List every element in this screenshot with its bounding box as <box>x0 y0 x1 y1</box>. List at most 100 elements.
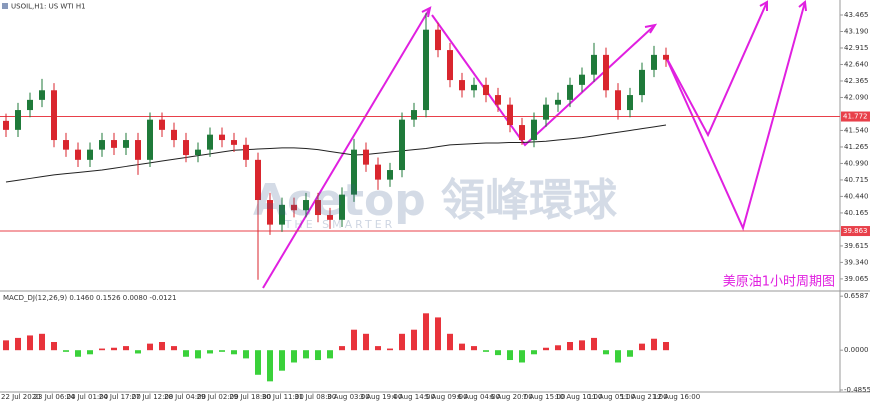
y-tick-label: 43.190 <box>844 27 869 35</box>
candle-body <box>351 149 357 195</box>
level-label: 39.863 <box>843 227 868 235</box>
macd-bar <box>399 333 405 351</box>
y-tick-label: 42.915 <box>844 44 869 52</box>
candle-body <box>27 99 33 111</box>
macd-title: MACD_DJ(12,26,9) 0.1460 0.1526 0.0080 -0… <box>3 294 177 302</box>
macd-bar <box>99 348 105 351</box>
macd-bar <box>63 350 69 352</box>
candle-body <box>579 74 585 85</box>
candle-body <box>111 140 117 148</box>
projection-line <box>664 1 806 231</box>
candle-body <box>303 200 309 211</box>
x-tick-label: 3 Aug 03:00 <box>327 393 370 401</box>
macd-tick-label: -0.4855 <box>844 386 870 394</box>
candle-body <box>495 95 501 105</box>
macd-bar <box>471 346 477 351</box>
candle-body <box>435 29 441 51</box>
macd-bar <box>651 338 657 351</box>
y-tick-label: 40.440 <box>844 192 869 200</box>
candle-body <box>543 104 549 120</box>
y-tick-label: 42.090 <box>844 93 869 101</box>
macd-bar <box>207 350 213 354</box>
macd-bar <box>519 350 525 363</box>
macd-bar <box>15 337 21 351</box>
x-tick-label: 6 Aug 20:00 <box>490 393 533 401</box>
trend-drawings <box>262 0 807 289</box>
candle-body <box>327 215 333 220</box>
x-tick-label: 5 Aug 09:00 <box>425 393 468 401</box>
x-tick-label: 11 Aug 05:00 <box>588 393 635 401</box>
candle-body <box>483 84 489 96</box>
candle-body <box>315 200 321 216</box>
candle-body <box>231 140 237 145</box>
y-tick-label: 40.715 <box>844 176 869 184</box>
candle-body <box>159 119 165 130</box>
macd-bar <box>387 348 393 351</box>
macd-bar <box>3 340 9 351</box>
y-tick-label: 41.265 <box>844 143 869 151</box>
macd-bar <box>339 346 345 351</box>
macd-bar <box>591 337 597 351</box>
x-tick-label: 27 Jul 12:00 <box>131 393 173 401</box>
candle-body <box>87 149 93 160</box>
candle-body <box>519 125 525 141</box>
candle-body <box>603 54 609 91</box>
candle-body <box>63 140 69 150</box>
x-tick-label: 6 Aug 04:00 <box>457 393 500 401</box>
level-label-box <box>841 226 870 237</box>
macd-tick-label: 0.0000 <box>844 346 869 354</box>
candle-body <box>663 54 669 60</box>
chart-title: USOIL,H1: US WTI H1 <box>11 3 86 11</box>
macd-bar <box>351 329 357 351</box>
candle-body <box>147 119 153 160</box>
x-tick-label: 29 Jul 18:00 <box>229 393 271 401</box>
macd-bar <box>195 350 201 359</box>
macd-bar <box>459 343 465 351</box>
macd-bar <box>39 333 45 351</box>
candle-body <box>99 140 105 150</box>
candle-body <box>339 194 345 220</box>
macd-bar <box>183 350 189 357</box>
arrow-head <box>644 23 658 34</box>
candle-body <box>651 54 657 70</box>
macd-bar <box>423 313 429 351</box>
y-tick-label: 43.465 <box>844 11 869 19</box>
candle-body <box>531 119 537 141</box>
annotation: 美原油1小时周期图 <box>723 275 835 290</box>
candle-body <box>459 80 465 91</box>
candle-body <box>471 84 477 91</box>
macd-bar <box>435 317 441 351</box>
candle-body <box>183 140 189 156</box>
macd-bar <box>267 350 273 382</box>
macd-bar <box>171 346 177 351</box>
moving-average <box>5 124 667 183</box>
projection-line <box>664 1 768 138</box>
x-tick-label: 24 Jul 17:00 <box>99 393 141 401</box>
candle-body <box>507 104 513 126</box>
macd-bar <box>255 350 261 375</box>
candle-body <box>387 170 393 180</box>
symbol-icon <box>2 3 8 9</box>
arrow-head <box>759 0 768 11</box>
macd-bar <box>315 350 321 361</box>
x-tick-label: 10 Aug 10:00 <box>555 393 602 401</box>
candle-body <box>591 54 597 75</box>
candle-body <box>3 120 9 130</box>
macd-bar <box>363 333 369 351</box>
x-tick-label: 7 Aug 15:00 <box>523 393 566 401</box>
macd-bar <box>603 350 609 355</box>
candle-body <box>219 134 225 141</box>
macd-bar <box>303 350 309 359</box>
candle-body <box>447 50 453 81</box>
macd-bar <box>219 350 225 352</box>
macd-bar <box>159 342 165 351</box>
candle-body <box>399 119 405 171</box>
macd-bar <box>243 350 249 359</box>
x-tick-label: 29 Jul 02:00 <box>197 393 239 401</box>
watermark-subtext: THE SMARTER <box>284 218 396 231</box>
candle-body <box>51 90 57 141</box>
y-tick-label: 39.615 <box>844 242 869 250</box>
candle-body <box>171 129 177 141</box>
x-tick-label: 23 Jul 06:00 <box>34 393 76 401</box>
